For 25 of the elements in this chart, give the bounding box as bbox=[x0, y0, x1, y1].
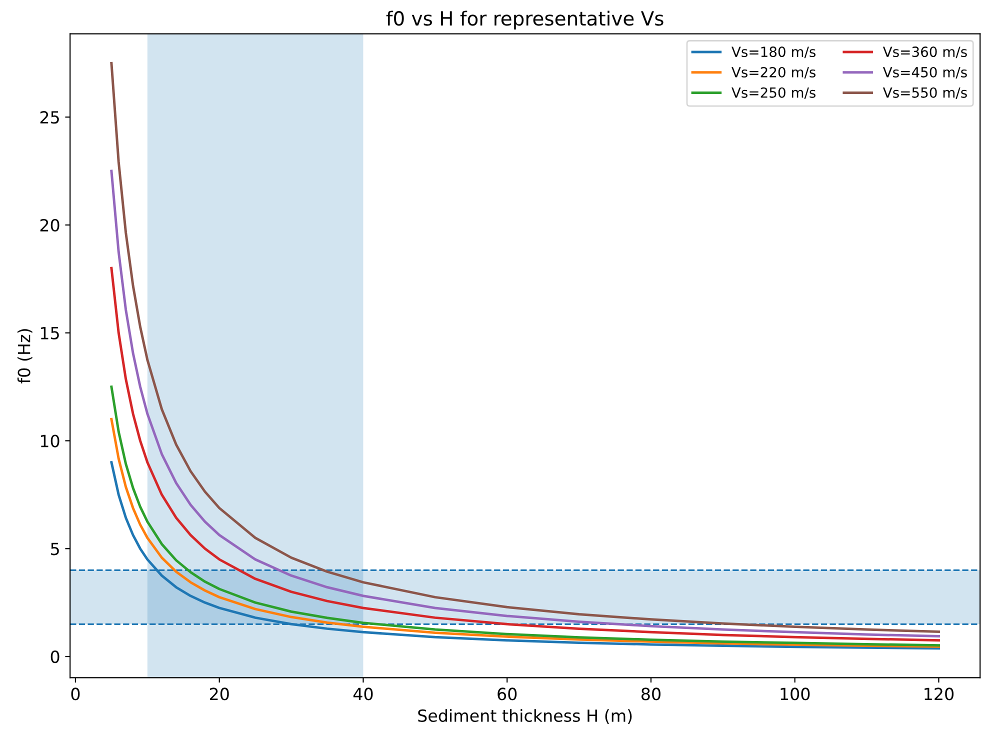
line-series bbox=[110, 266, 940, 642]
chart-title: f0 vs H for representative Vs bbox=[386, 10, 664, 30]
x-axis-title: Sediment thickness H (m) bbox=[418, 709, 632, 724]
x-tick-label: 100 bbox=[780, 688, 810, 700]
legend-label: Vs=220 m/s bbox=[732, 66, 816, 79]
y-tick-label: 20 bbox=[40, 218, 60, 232]
legend-label: Vs=180 m/s bbox=[732, 46, 816, 58]
x-tick-label: 80 bbox=[642, 688, 660, 700]
y-tick-label: 5 bbox=[51, 542, 59, 556]
legend-label: Vs=550 m/s bbox=[882, 87, 967, 99]
legend-label: Vs=250 m/s bbox=[732, 87, 816, 99]
x-tick-label: 20 bbox=[210, 688, 229, 700]
line-series bbox=[110, 62, 940, 633]
y-tick-label: 15 bbox=[40, 327, 59, 340]
x-tick-label: 60 bbox=[498, 688, 517, 700]
legend-label: Vs=450 m/s bbox=[882, 66, 967, 79]
y-tick-label: 25 bbox=[40, 111, 59, 124]
x-tick-label: 0 bbox=[71, 688, 80, 700]
y-axis-title: f0 (Hz) bbox=[17, 329, 32, 384]
y-tick-label: 10 bbox=[40, 434, 60, 448]
x-tick-label: 120 bbox=[924, 688, 954, 700]
legend-label: Vs=360 m/s bbox=[882, 46, 967, 58]
y-tick-label: 0 bbox=[50, 650, 60, 664]
line-series bbox=[110, 170, 940, 638]
x-tick-label: 40 bbox=[353, 688, 373, 700]
